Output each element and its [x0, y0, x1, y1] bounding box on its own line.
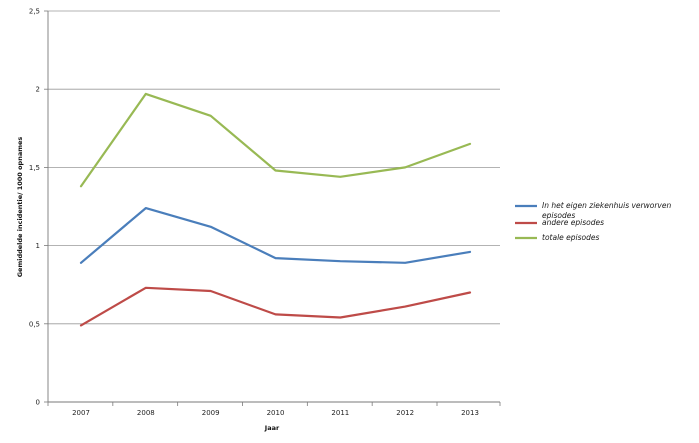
x-tick-label: 2012 [396, 409, 414, 417]
legend-label-2: andere episodes [542, 218, 604, 227]
y-tick-label: 1,5 [29, 164, 40, 172]
x-tick-label: 2013 [461, 409, 479, 417]
series-line-2 [79, 286, 472, 327]
axes: 0 0,5 1 1,5 2 2,5 2007 2008 2009 2010 2011 2012 2013 [29, 8, 501, 417]
legend-label-3: totale episodes [542, 233, 599, 242]
y-tick-label: 2 [36, 86, 40, 94]
y-axis-title: Gemiddelde incidentie/ 1000 opnames [16, 137, 24, 278]
y-tick-label: 0,5 [29, 320, 40, 328]
x-tick-label: 2010 [267, 409, 285, 417]
legend-label-1: episodes [542, 211, 575, 220]
x-tick-label: 2011 [331, 409, 349, 417]
legend-label-1: In het eigen ziekenhuis verworven [542, 201, 671, 210]
series-line-1 [79, 207, 472, 264]
y-tick-label: 1 [36, 242, 40, 250]
x-axis-title: Jaar [264, 424, 280, 432]
y-tick-label: 2,5 [29, 8, 40, 16]
series-line-3 [79, 92, 472, 188]
data-series [79, 92, 472, 327]
x-tick-label: 2007 [72, 409, 90, 417]
x-tick-label: 2008 [137, 409, 155, 417]
y-tick-label: 0 [36, 399, 40, 407]
gridlines [48, 10, 500, 325]
legend: In het eigen ziekenhuis verworvenepisode… [515, 201, 671, 242]
x-tick-label: 2009 [202, 409, 220, 417]
